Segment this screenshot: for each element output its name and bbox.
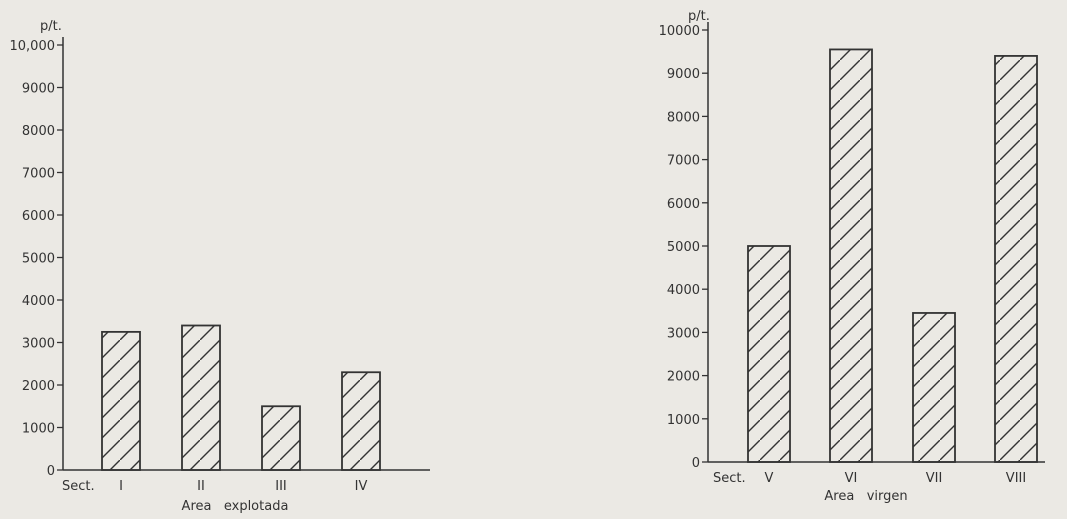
y-tick-label: 9000 (22, 82, 55, 97)
chart-area-virgen: 0 1000 2000 3000 4000 5000 6000 7000 8000 9000 100… (659, 9, 1045, 504)
x-tick-label: II (197, 479, 205, 494)
x-tick-label: VI (845, 471, 858, 486)
y-tick-label: 8000 (22, 124, 55, 139)
y-axis-label: p/t. (688, 9, 710, 24)
bar-III (261, 405, 301, 471)
x-prefix-label: Sect. (62, 479, 95, 494)
x-tick-label: V (765, 471, 774, 486)
y-tick-label: 5000 (22, 252, 55, 267)
y-tick-label: 5000 (667, 240, 700, 255)
x-tick-label: VII (926, 471, 943, 486)
y-tick-label: 6000 (22, 209, 55, 224)
y-tick-label: 6000 (667, 197, 700, 212)
y-tick-label: 3000 (667, 326, 700, 341)
y-tick-label: 10000 (659, 24, 700, 39)
bar-VIII (994, 55, 1038, 463)
x-tick-label: III (275, 479, 287, 494)
y-tick-label: 7000 (22, 167, 55, 182)
y-tick-label: 2000 (667, 370, 700, 385)
y-tick-label: 1000 (667, 413, 700, 428)
bar-I (101, 330, 141, 471)
bar-VII (912, 312, 956, 463)
y-tick-label: 8000 (667, 110, 700, 125)
x-tick-label: I (119, 479, 123, 494)
y-tick-label: 10,000 (10, 39, 56, 54)
y-tick-label: 7000 (667, 154, 700, 169)
x-prefix-label: Sect. (713, 471, 746, 486)
bar-IV (341, 371, 381, 471)
y-tick-label: 1000 (22, 422, 55, 437)
bar-II (181, 324, 221, 471)
y-tick-label: 2000 (22, 379, 55, 394)
y-tick-label: 0 (47, 464, 55, 479)
y-tick-label: 9000 (667, 67, 700, 82)
x-axis-label: Area virgen (824, 489, 907, 504)
y-tick-label: 4000 (22, 294, 55, 309)
bar-VI (829, 48, 873, 463)
y-tick-label: 4000 (667, 283, 700, 298)
y-tick-label: 0 (692, 456, 700, 471)
y-axis-label: p/t. (40, 19, 62, 34)
x-axis-label: Area explotada (182, 499, 289, 514)
chart-area-explotada: 0 1000 2000 3000 4000 5000 6000 7000 8000 9000 10,… (10, 19, 430, 514)
x-tick-label: IV (355, 479, 368, 494)
x-tick-label: VIII (1006, 471, 1026, 486)
bar-V (747, 245, 791, 463)
y-tick-label: 3000 (22, 337, 55, 352)
